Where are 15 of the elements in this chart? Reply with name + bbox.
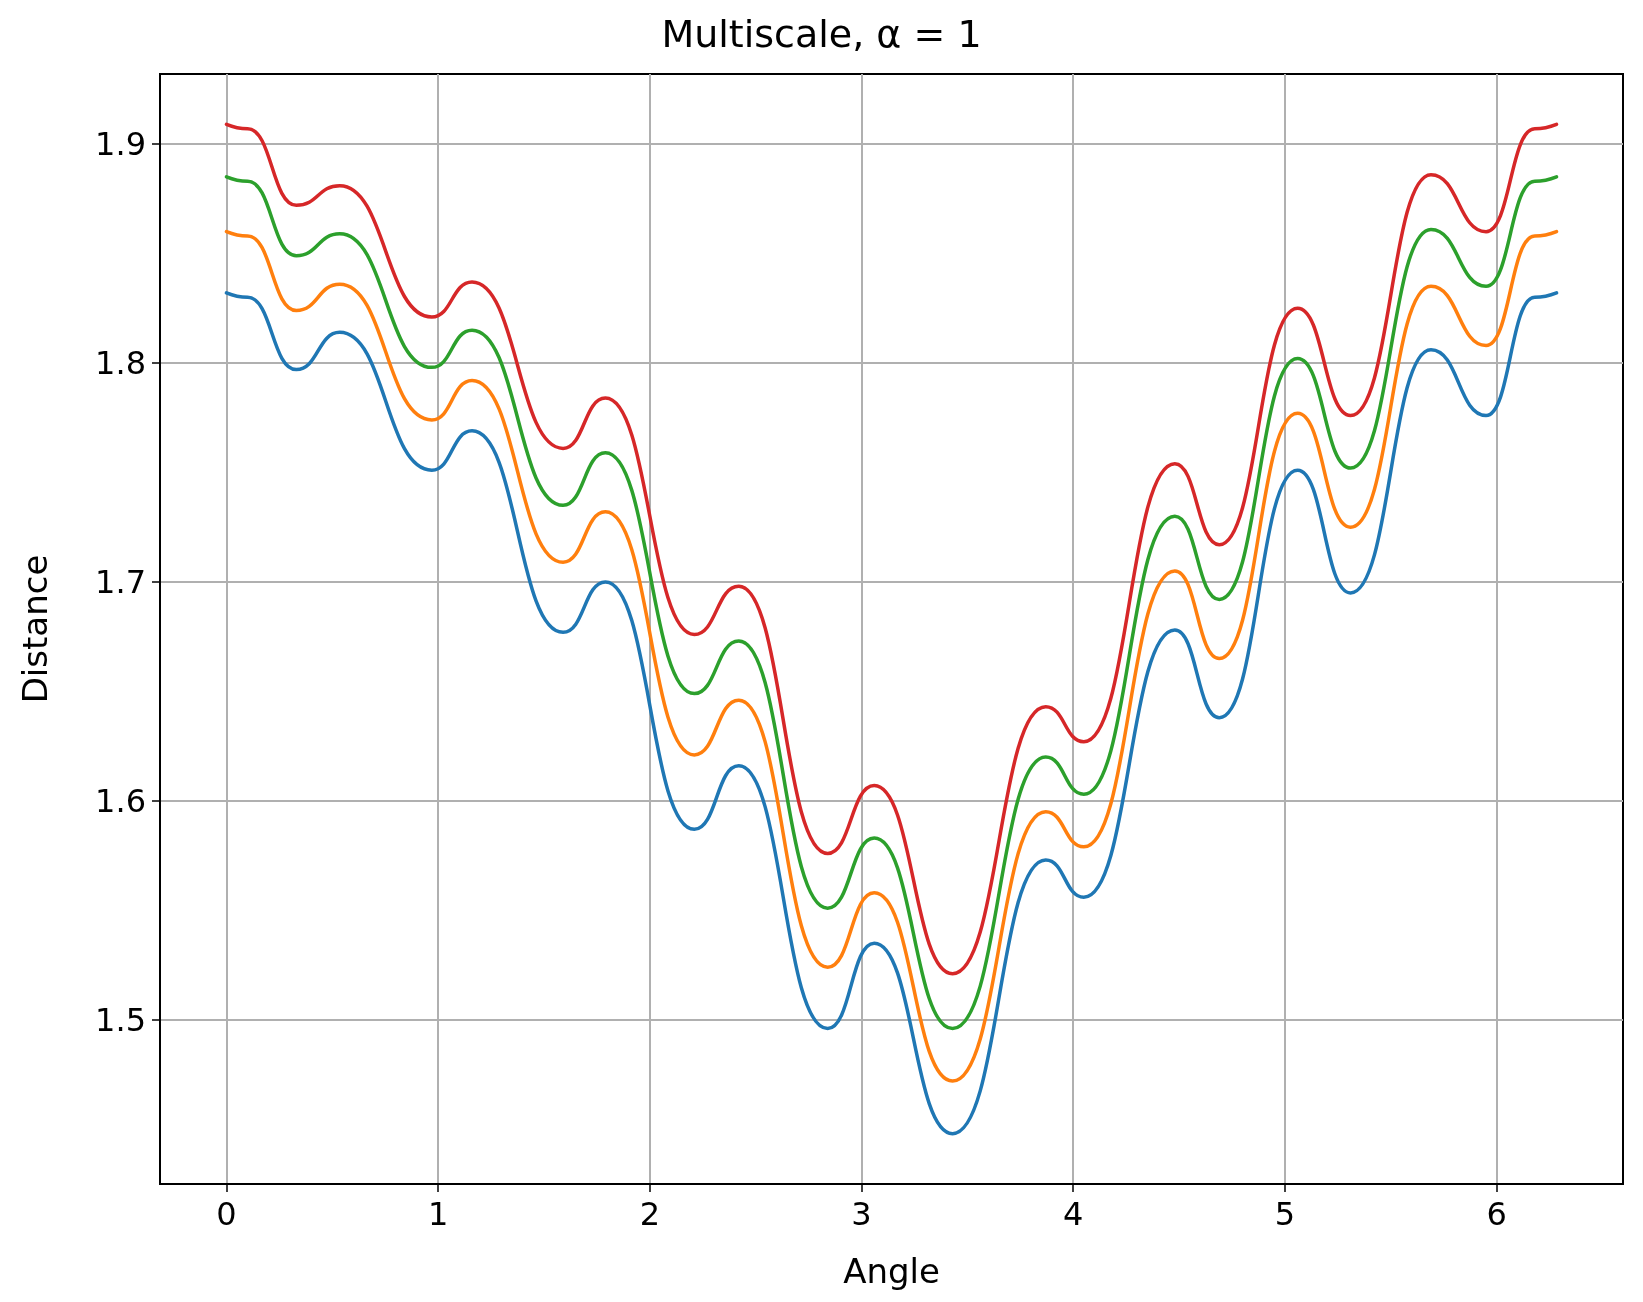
x-tick-label: 2 bbox=[639, 1195, 661, 1233]
y-tick-label: 1.9 bbox=[95, 125, 146, 164]
y-tick-label: 1.8 bbox=[95, 343, 146, 382]
x-tick-label: 6 bbox=[1486, 1195, 1507, 1233]
x-tick-label: 4 bbox=[1063, 1195, 1084, 1233]
y-tick-label: 1.7 bbox=[95, 562, 146, 601]
x-tick-label: 1 bbox=[427, 1195, 449, 1233]
y-axis-title: Distance bbox=[15, 554, 55, 704]
x-tick-label: 5 bbox=[1274, 1195, 1296, 1233]
x-tick-label: 3 bbox=[851, 1195, 872, 1233]
x-tick-label: 0 bbox=[216, 1195, 237, 1233]
chart-title: Multiscale, α = 1 bbox=[661, 12, 982, 56]
y-tick-label: 1.5 bbox=[95, 1000, 146, 1039]
y-tick-label: 1.6 bbox=[95, 781, 146, 820]
x-axis-title: Angle bbox=[843, 1251, 940, 1291]
